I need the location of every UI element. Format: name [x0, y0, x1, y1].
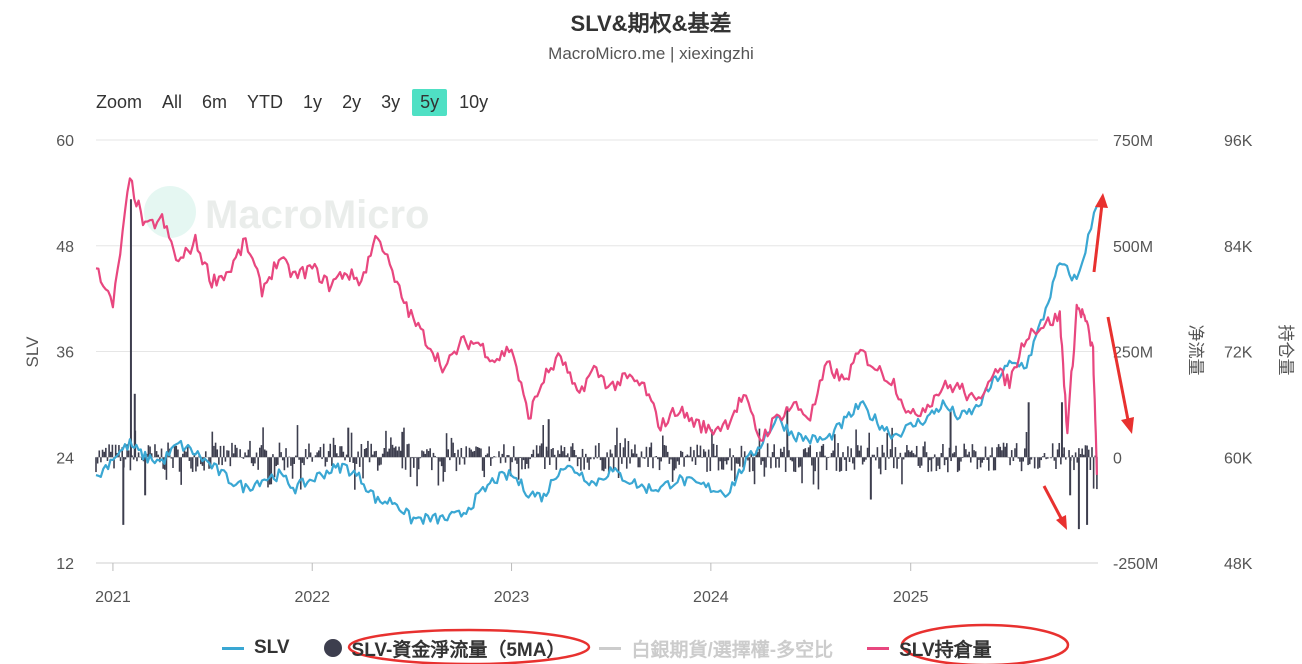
axis-title-slv: SLV — [23, 336, 42, 368]
zoom-6m-button[interactable]: 6m — [202, 92, 228, 112]
x-tick-label: 2023 — [494, 589, 530, 606]
watermark-logo-icon — [144, 186, 196, 238]
tick-label-holdings: 48K — [1224, 556, 1253, 573]
tick-label-flow: 500M — [1113, 239, 1153, 256]
legend-label-flow: SLV-資金淨流量（5MA） — [351, 639, 566, 661]
x-tick-label: 2024 — [693, 589, 729, 606]
annotation-arrowhead-down-right — [1121, 417, 1134, 434]
tick-label-slv: 24 — [56, 450, 74, 467]
x-tick-label: 2021 — [95, 589, 131, 606]
flow-bars — [95, 199, 1098, 530]
zoom-label: Zoom — [96, 92, 143, 112]
legend-label-slv: SLV — [254, 637, 290, 658]
annotation-arrow-up — [1092, 203, 1104, 273]
legend-swatch-flow — [323, 639, 342, 657]
series-lines — [95, 177, 1098, 525]
annotation-circle-flow-legend — [347, 628, 591, 664]
annotation-circle-holdings-legend — [900, 623, 1070, 664]
legend-swatch-slv — [222, 646, 244, 650]
series-line-slv — [95, 205, 1098, 525]
tick-label-slv: 36 — [56, 345, 74, 362]
series-line-holdings — [95, 177, 1098, 475]
x-tick-label: 2025 — [893, 589, 929, 606]
zoom-1y-button[interactable]: 1y — [303, 92, 323, 112]
tick-label-holdings: 96K — [1224, 133, 1253, 150]
legend-swatch-longshort — [599, 646, 622, 650]
tick-label-slv: 12 — [56, 556, 74, 573]
legend-label-longshort: 白銀期貨/選擇權-多空比 — [631, 639, 834, 661]
chart-title: SLV&期权&基差 — [570, 11, 732, 36]
legend-item-flow[interactable]: SLV-資金淨流量（5MA） — [323, 635, 566, 662]
annotation-arrowhead-up — [1095, 193, 1108, 208]
zoom-5y-button[interactable]: 5y — [412, 89, 448, 116]
tick-label-holdings: 72K — [1224, 345, 1253, 362]
zoom-bar: Zoom All 6m YTD 1y 2y 3y 5y 10y — [96, 87, 500, 118]
legend-label-holdings: SLV持倉量 — [899, 639, 992, 661]
tick-label-holdings: 84K — [1224, 239, 1253, 256]
watermark-logo-text: MacroMicro — [205, 193, 430, 237]
x-tick-label: 2022 — [294, 589, 330, 606]
legend-item-longshort[interactable]: 白銀期貨/選擇權-多空比 — [599, 635, 833, 662]
tick-label-slv: 60 — [56, 133, 74, 150]
zoom-2y-button[interactable]: 2y — [342, 92, 362, 112]
annotation-arrow-down-right — [1106, 316, 1130, 421]
annotation-arrow-down-left — [1042, 485, 1064, 521]
annotation-arrowhead-down-left — [1056, 515, 1067, 530]
legend-item-slv[interactable]: SLV — [222, 637, 290, 659]
tick-label-holdings: 60K — [1224, 450, 1253, 467]
tick-label-flow: -250M — [1113, 556, 1158, 573]
axis-title-holdings: 持仓量 — [1276, 325, 1295, 376]
tick-label-slv: 48 — [56, 239, 74, 256]
legend-item-holdings[interactable]: SLV持倉量 — [867, 635, 992, 662]
zoom-ytd-button[interactable]: YTD — [247, 92, 284, 112]
chart-subtitle: MacroMicro.me | xiexingzhi — [548, 44, 754, 63]
tick-label-flow: 750M — [1113, 133, 1153, 150]
zoom-all-button[interactable]: All — [162, 92, 183, 112]
axes: SLV 净流量 持仓量 12 -250M 48K 24 0 60K 36 250M 72K 48 5… — [23, 133, 1295, 606]
annotations — [347, 193, 1134, 664]
zoom-3y-button[interactable]: 3y — [381, 92, 401, 112]
axis-title-flow: 净流量 — [1186, 325, 1205, 376]
legend: SLV SLV-資金淨流量（5MA） 白銀期貨/選擇權-多空比 SLV持倉量 — [222, 632, 1026, 664]
zoom-10y-button[interactable]: 10y — [459, 92, 489, 112]
legend-swatch-holdings — [867, 646, 890, 650]
tick-label-flow: 250M — [1113, 345, 1153, 362]
tick-label-flow: 0 — [1113, 450, 1122, 467]
